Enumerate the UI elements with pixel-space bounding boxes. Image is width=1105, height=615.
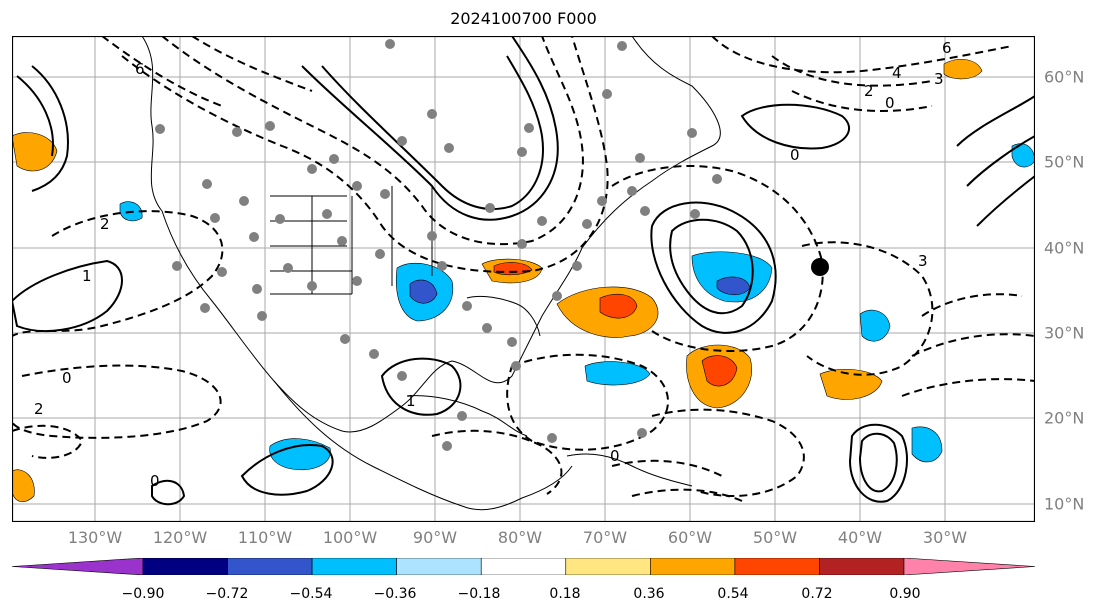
svg-text:2: 2 <box>864 82 874 100</box>
colorbar-tick: 0.18 <box>549 586 581 602</box>
negative-anomaly-east-core <box>409 279 438 304</box>
lat-label-10n: 10°N <box>1044 494 1085 514</box>
colorbar-segment <box>819 558 905 575</box>
svg-text:0: 0 <box>610 447 620 465</box>
colorbar-tick: 0.90 <box>889 586 921 602</box>
colorbar <box>12 558 1035 575</box>
lon-label-130w: 130°W <box>67 528 123 547</box>
svg-text:3: 3 <box>934 70 944 88</box>
lon-label-40w: 40°W <box>837 528 883 547</box>
contour-labels: 64 3 200 310 2 10 062 <box>34 39 952 490</box>
contour-lines <box>12 36 1035 506</box>
positive-anomaly-ne <box>943 58 983 80</box>
colorbar-tick: −0.90 <box>121 586 165 602</box>
colorbar-tick: −0.18 <box>457 586 501 602</box>
lon-label-50w: 50°W <box>752 528 798 547</box>
lon-label-110w: 110°W <box>237 528 293 547</box>
lon-label-80w: 80°W <box>497 528 543 547</box>
lon-label-100w: 100°W <box>322 528 378 547</box>
coastlines <box>141 36 721 511</box>
colorbar-segment <box>565 558 651 575</box>
lat-label-20n: 20°N <box>1044 408 1085 428</box>
lon-label-120w: 120°W <box>152 528 208 547</box>
svg-text:2: 2 <box>100 215 110 233</box>
svg-text:6: 6 <box>135 60 145 78</box>
colorbar-extension-low <box>12 558 144 575</box>
svg-text:1: 1 <box>406 392 416 410</box>
colorbar-segment <box>396 558 482 575</box>
negative-anomaly-south <box>269 438 331 471</box>
positive-anomaly-south <box>819 369 883 400</box>
lon-label-90w: 90°W <box>412 528 458 547</box>
negative-anomaly-subtropical <box>584 361 651 386</box>
colorbar-tick: −0.72 <box>205 586 249 602</box>
colorbar-tick: −0.36 <box>373 586 417 602</box>
svg-text:1: 1 <box>82 267 92 285</box>
colorbar-segment <box>311 558 397 575</box>
lat-label-30n: 30°N <box>1044 323 1085 343</box>
svg-text:3: 3 <box>918 252 928 270</box>
station-markers <box>155 39 722 451</box>
colorbar-tick: 0.54 <box>717 586 749 602</box>
lon-label-30w: 30°W <box>922 528 968 547</box>
svg-text:0: 0 <box>790 146 800 164</box>
lat-label-50n: 50°N <box>1044 152 1085 172</box>
lon-label-70w: 70°W <box>582 528 628 547</box>
svg-text:0: 0 <box>150 472 160 490</box>
map-frame <box>12 36 1035 522</box>
negative-anomaly-se <box>859 310 891 342</box>
svg-text:6: 6 <box>942 39 952 57</box>
colorbar-segment <box>227 558 313 575</box>
colorbar-tick: 0.36 <box>633 586 665 602</box>
svg-text:0: 0 <box>885 94 895 112</box>
colorbar-segments <box>12 558 1035 575</box>
weather-map: 64 3 200 310 2 10 062 <box>12 36 1035 522</box>
lon-label-60w: 60°W <box>667 528 713 547</box>
positive-anomaly-atlantic-core <box>599 293 638 319</box>
colorbar-extension-high <box>903 558 1035 575</box>
lat-label-40n: 40°N <box>1044 238 1085 258</box>
negative-anomaly-east-atl <box>911 426 943 463</box>
colorbar-tick: 0.72 <box>801 586 833 602</box>
map-title: 2024100700 F000 <box>450 9 597 28</box>
colorbar-segment <box>734 558 820 575</box>
positive-anomaly-central-core <box>701 355 738 387</box>
positive-anomaly-nw <box>12 132 58 172</box>
svg-text:0: 0 <box>62 369 72 387</box>
svg-text:2: 2 <box>34 400 44 418</box>
colorbar-tick: −0.54 <box>289 586 333 602</box>
colorbar-segment <box>480 558 567 575</box>
colorbar-segment <box>142 558 228 575</box>
positive-anomaly-sw <box>12 469 35 503</box>
shaded-fields <box>12 58 1035 503</box>
storm-center-marker <box>811 258 829 276</box>
lat-label-60n: 60°N <box>1044 67 1085 87</box>
colorbar-segment <box>650 558 736 575</box>
svg-text:4: 4 <box>892 64 902 82</box>
